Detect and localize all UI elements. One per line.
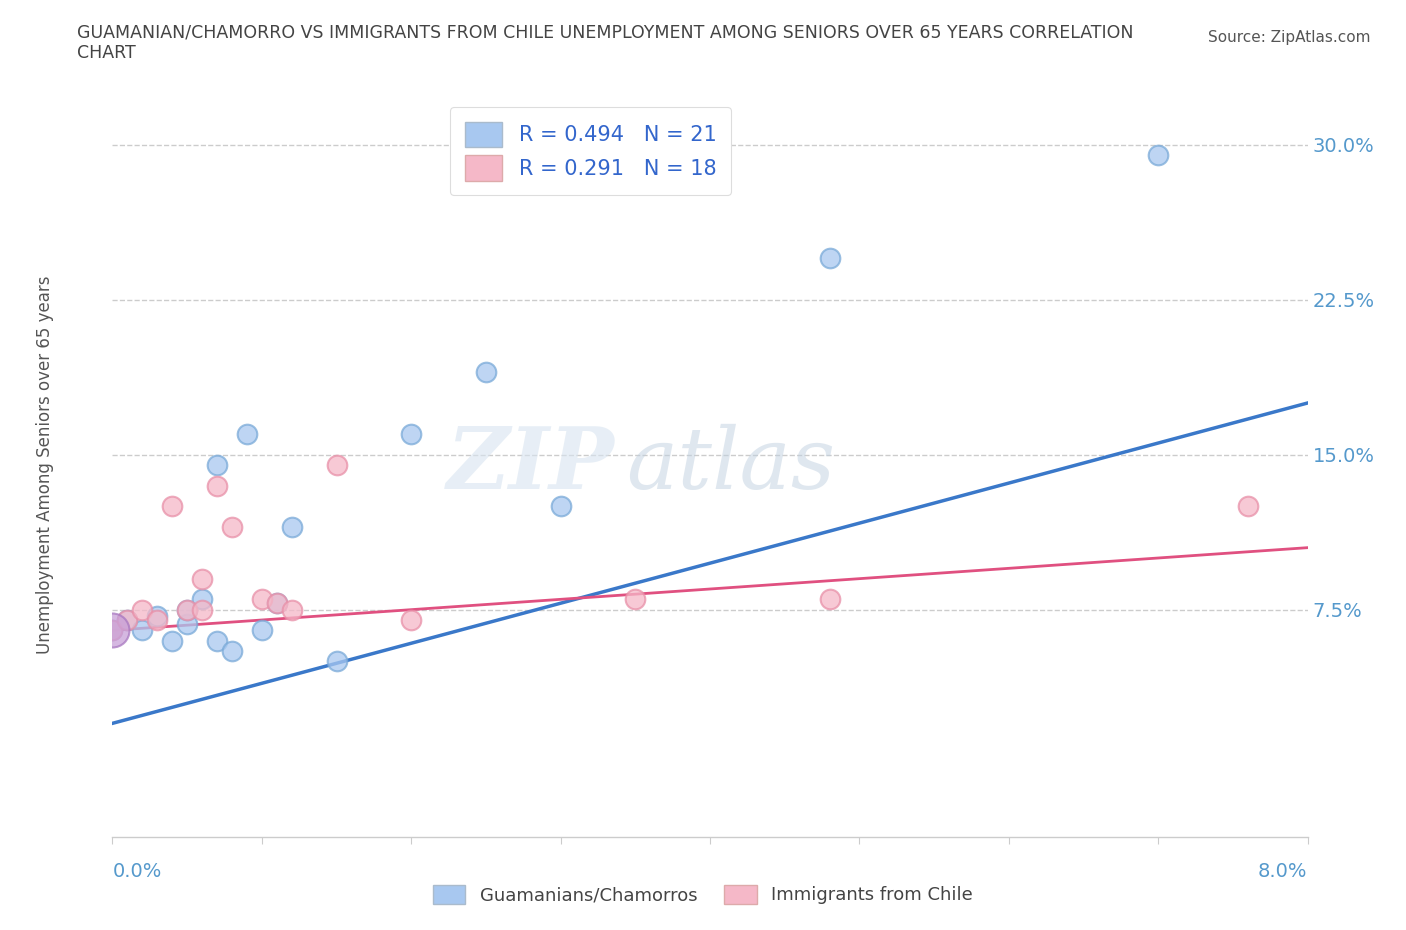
Point xyxy=(266,596,288,611)
Point xyxy=(550,498,572,513)
Point xyxy=(101,623,124,638)
Point xyxy=(117,613,139,628)
Text: atlas: atlas xyxy=(627,424,835,506)
Point xyxy=(146,613,169,628)
Point xyxy=(250,623,273,638)
Point xyxy=(176,603,198,618)
Point xyxy=(131,623,153,638)
Text: 8.0%: 8.0% xyxy=(1258,862,1308,881)
Text: ZIP: ZIP xyxy=(447,423,614,507)
Point xyxy=(266,596,288,611)
Text: CHART: CHART xyxy=(77,44,136,61)
Text: 0.0%: 0.0% xyxy=(112,862,162,881)
Point xyxy=(401,613,423,628)
Point xyxy=(221,520,243,535)
Point xyxy=(191,591,214,606)
Text: Source: ZipAtlas.com: Source: ZipAtlas.com xyxy=(1208,30,1371,45)
Point xyxy=(191,571,214,586)
Point xyxy=(1237,498,1260,513)
Point xyxy=(281,603,304,618)
Legend: R = 0.494   N = 21, R = 0.291   N = 18: R = 0.494 N = 21, R = 0.291 N = 18 xyxy=(450,107,731,195)
Point xyxy=(236,427,259,442)
Point xyxy=(205,458,228,472)
Point xyxy=(475,365,498,379)
Text: GUAMANIAN/CHAMORRO VS IMMIGRANTS FROM CHILE UNEMPLOYMENT AMONG SENIORS OVER 65 Y: GUAMANIAN/CHAMORRO VS IMMIGRANTS FROM CH… xyxy=(77,23,1133,41)
Point xyxy=(818,591,841,606)
Point xyxy=(1147,148,1170,163)
Point xyxy=(818,251,841,266)
Text: Unemployment Among Seniors over 65 years: Unemployment Among Seniors over 65 years xyxy=(37,276,53,654)
Point xyxy=(101,623,124,638)
Point xyxy=(205,478,228,493)
Point xyxy=(401,427,423,442)
Point xyxy=(117,613,139,628)
Point xyxy=(250,591,273,606)
Point xyxy=(191,603,214,618)
Point xyxy=(205,633,228,648)
Point xyxy=(162,633,183,648)
Legend: Guamanians/Chamorros, Immigrants from Chile: Guamanians/Chamorros, Immigrants from Ch… xyxy=(426,878,980,911)
Point xyxy=(624,591,647,606)
Point xyxy=(101,623,124,638)
Point xyxy=(176,617,198,631)
Point xyxy=(325,458,347,472)
Point xyxy=(325,654,347,669)
Point xyxy=(176,603,198,618)
Point xyxy=(146,608,169,623)
Point xyxy=(162,498,183,513)
Point xyxy=(221,644,243,658)
Point xyxy=(131,603,153,618)
Point xyxy=(281,520,304,535)
